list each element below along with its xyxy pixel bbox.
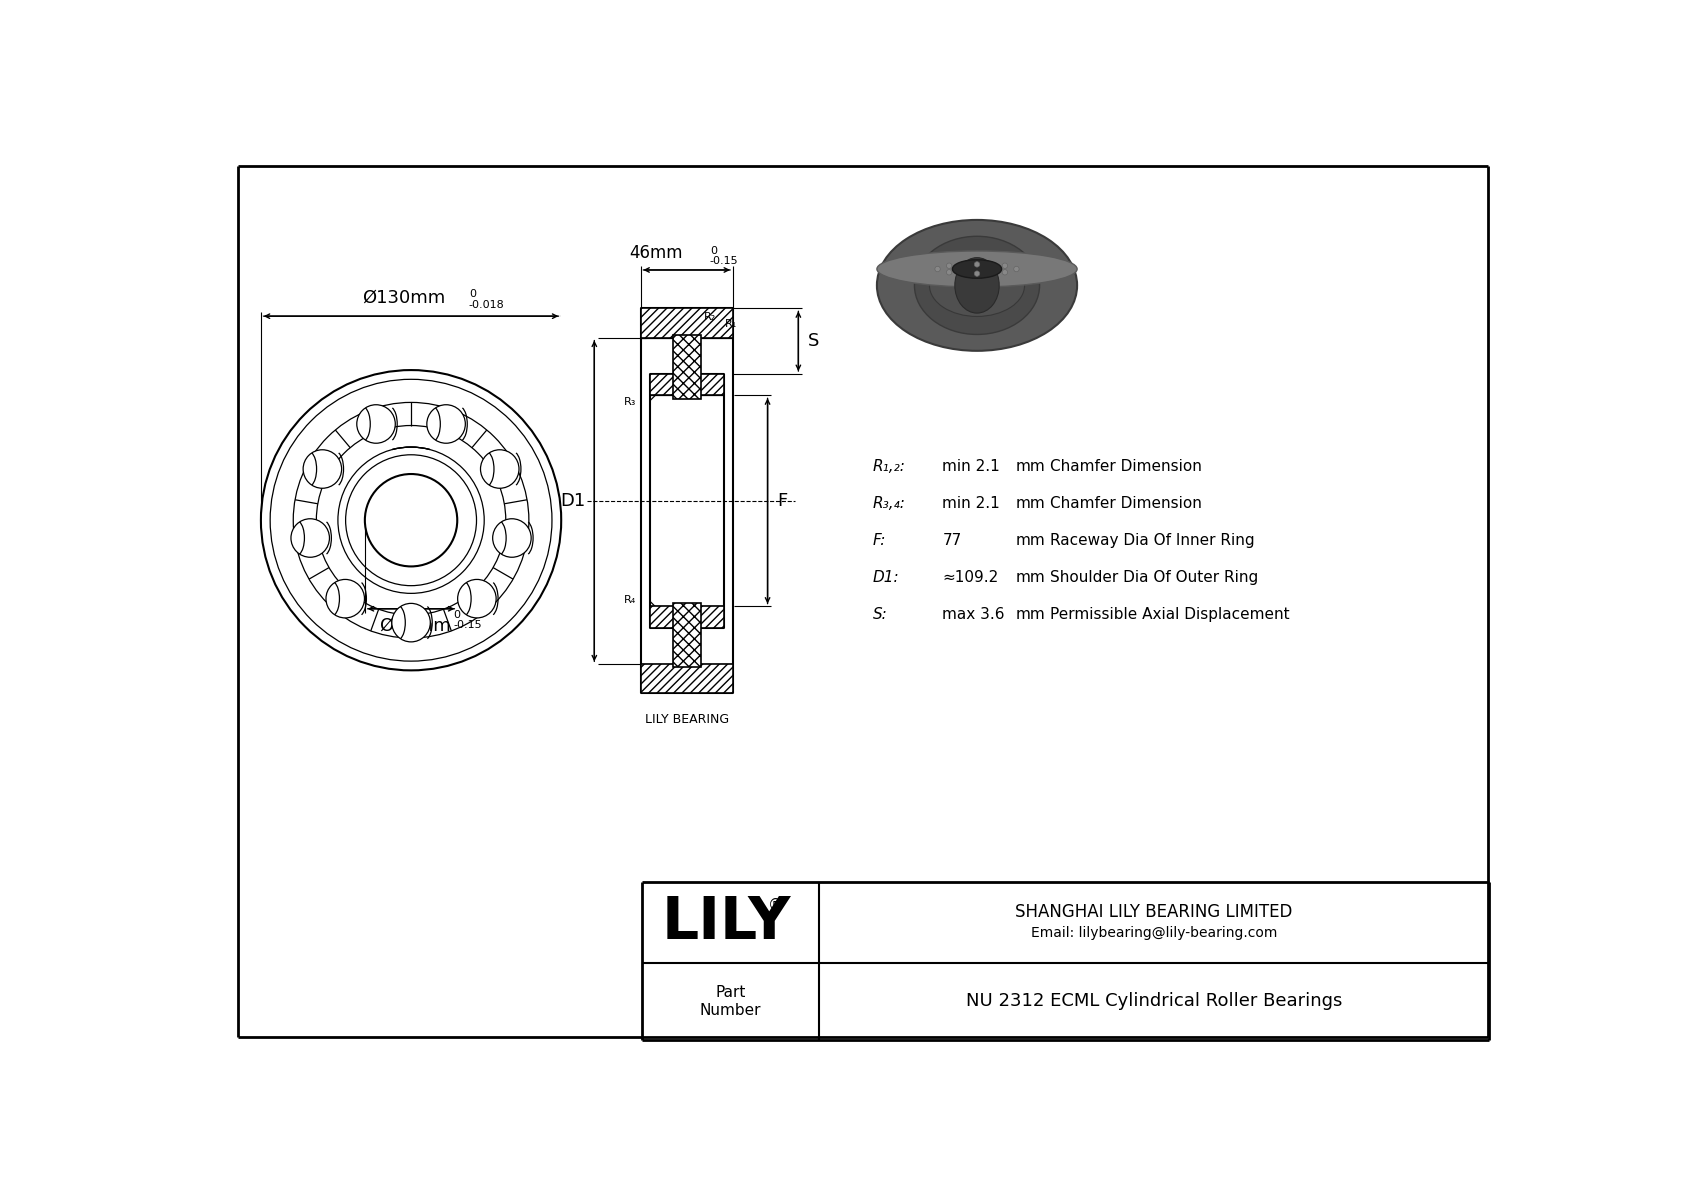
- Text: mm: mm: [1015, 569, 1046, 585]
- Text: max 3.6: max 3.6: [943, 606, 1005, 622]
- Circle shape: [426, 405, 465, 443]
- Text: R₃: R₃: [623, 397, 637, 406]
- Ellipse shape: [877, 220, 1078, 351]
- Circle shape: [1002, 269, 1007, 275]
- Bar: [640, 308, 733, 338]
- Ellipse shape: [930, 255, 1024, 317]
- Text: S: S: [808, 332, 818, 350]
- Text: F: F: [776, 492, 786, 510]
- Circle shape: [458, 579, 497, 618]
- Text: -0.15: -0.15: [453, 619, 482, 630]
- Ellipse shape: [914, 236, 1039, 335]
- Bar: [674, 604, 701, 667]
- Text: mm: mm: [1015, 495, 1046, 511]
- Text: R₁: R₁: [726, 319, 738, 329]
- Circle shape: [493, 519, 530, 557]
- Circle shape: [935, 267, 940, 272]
- Text: Email: lilybearing@lily-bearing.com: Email: lilybearing@lily-bearing.com: [1031, 927, 1276, 941]
- Bar: [640, 665, 733, 693]
- Text: D1: D1: [559, 492, 584, 510]
- Circle shape: [975, 262, 980, 267]
- Circle shape: [1002, 263, 1007, 268]
- Text: 77: 77: [943, 532, 962, 548]
- Text: mm: mm: [1015, 606, 1046, 622]
- Text: LILY BEARING: LILY BEARING: [645, 712, 729, 725]
- Circle shape: [946, 269, 951, 275]
- Text: mm: mm: [1015, 459, 1046, 474]
- Text: 0: 0: [468, 289, 477, 299]
- Circle shape: [303, 450, 342, 488]
- Circle shape: [946, 263, 951, 268]
- Text: SHANGHAI LILY BEARING LIMITED: SHANGHAI LILY BEARING LIMITED: [1015, 903, 1293, 921]
- Text: Ø130mm: Ø130mm: [362, 289, 445, 307]
- Text: Shoulder Dia Of Outer Ring: Shoulder Dia Of Outer Ring: [1051, 569, 1258, 585]
- Text: D1:: D1:: [872, 569, 899, 585]
- Ellipse shape: [877, 251, 1078, 287]
- Circle shape: [392, 604, 431, 642]
- Text: R₁,₂:: R₁,₂:: [872, 459, 906, 474]
- Text: 46mm: 46mm: [630, 244, 684, 262]
- Text: Permissible Axial Displacement: Permissible Axial Displacement: [1051, 606, 1290, 622]
- Text: 0: 0: [711, 247, 717, 256]
- Circle shape: [480, 450, 519, 488]
- Circle shape: [975, 270, 980, 276]
- Text: Chamfer Dimension: Chamfer Dimension: [1051, 459, 1202, 474]
- Bar: [650, 374, 724, 395]
- Text: F:: F:: [872, 532, 886, 548]
- Bar: [650, 606, 724, 628]
- Circle shape: [1014, 267, 1019, 272]
- Text: Part
Number: Part Number: [701, 985, 761, 1017]
- Text: mm: mm: [1015, 532, 1046, 548]
- Bar: [674, 335, 701, 399]
- Text: R₃,₄:: R₃,₄:: [872, 495, 906, 511]
- Circle shape: [327, 579, 364, 618]
- Text: 0: 0: [453, 610, 460, 621]
- Text: NU 2312 ECML Cylindrical Roller Bearings: NU 2312 ECML Cylindrical Roller Bearings: [967, 992, 1342, 1010]
- Text: LILY: LILY: [662, 894, 791, 952]
- Text: Raceway Dia Of Inner Ring: Raceway Dia Of Inner Ring: [1051, 532, 1255, 548]
- Text: -0.15: -0.15: [711, 256, 739, 266]
- Text: Chamfer Dimension: Chamfer Dimension: [1051, 495, 1202, 511]
- Text: min 2.1: min 2.1: [943, 459, 1000, 474]
- Text: S:: S:: [872, 606, 887, 622]
- Text: R₄: R₄: [623, 596, 637, 605]
- Text: min 2.1: min 2.1: [943, 495, 1000, 511]
- Circle shape: [357, 405, 396, 443]
- Circle shape: [291, 519, 330, 557]
- Text: ≈109.2: ≈109.2: [943, 569, 999, 585]
- Text: -0.018: -0.018: [468, 300, 505, 310]
- Ellipse shape: [955, 257, 999, 313]
- Text: Ø60mm: Ø60mm: [379, 617, 451, 635]
- Ellipse shape: [953, 260, 1002, 279]
- Text: R₂: R₂: [704, 312, 716, 322]
- Text: ®: ®: [768, 898, 783, 913]
